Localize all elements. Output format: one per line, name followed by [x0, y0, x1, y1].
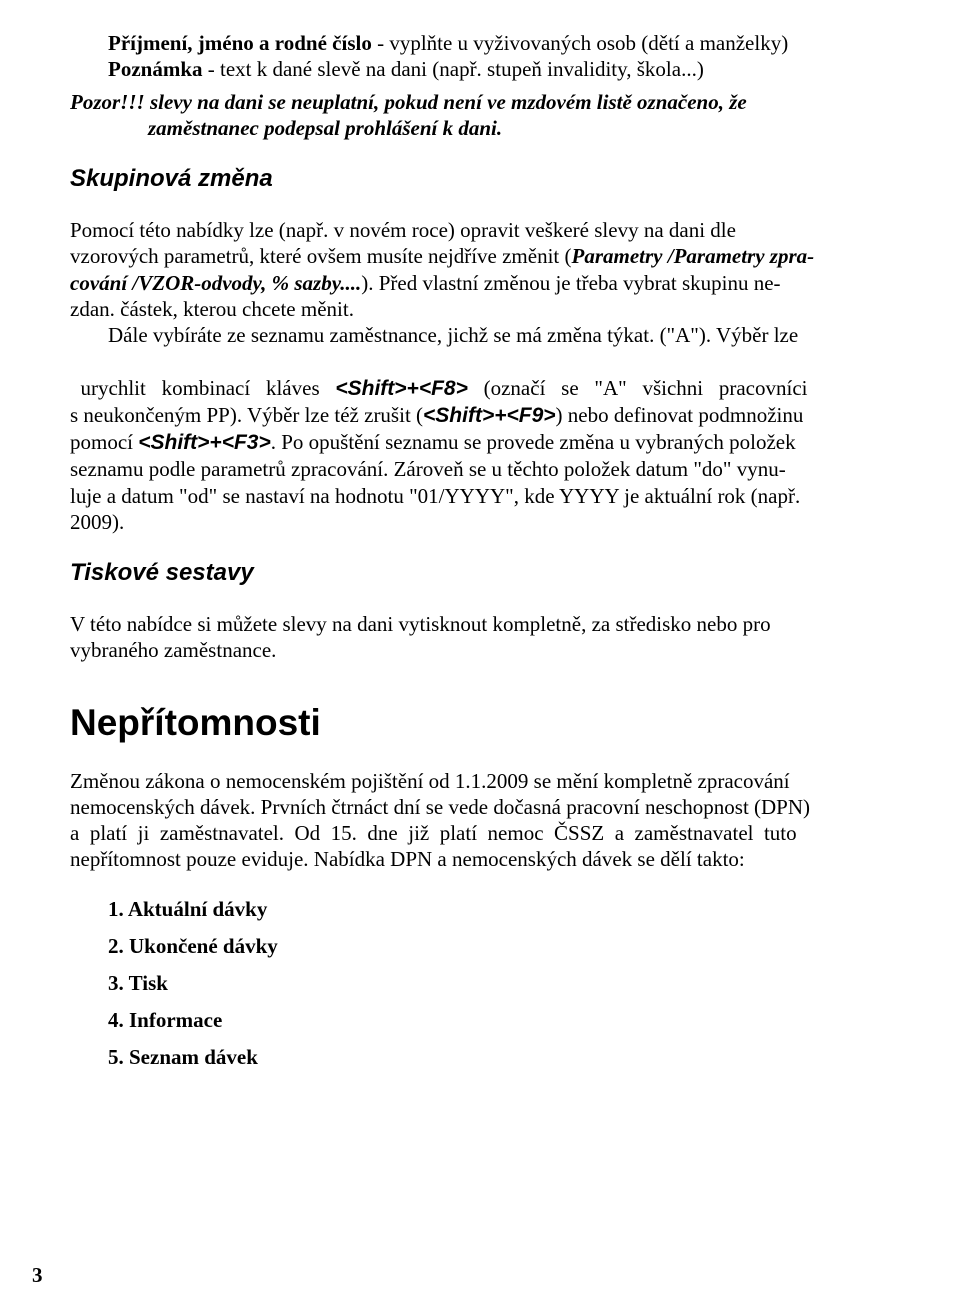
- text: vzorových parametrů, které ovšem musíte …: [70, 244, 572, 268]
- para-skup-l1: Pomocí této nabídky lze (např. v novém r…: [70, 217, 890, 243]
- list-item-5: 5. Seznam dávek: [108, 1045, 890, 1070]
- para-nepr-l1: Změnou zákona o nemocenském pojištění od…: [70, 768, 890, 794]
- para-tisk-l1: V této nabídce si můžete slevy na dani v…: [70, 611, 890, 637]
- para-skup-l7: s neukončeným PP). Výběr lze též zrušit …: [70, 402, 890, 429]
- text: (označí se "A" všichni pracovníci: [468, 376, 808, 400]
- list-item-3: 3. Tisk: [108, 971, 890, 996]
- list-item-2: 2. Ukončené dávky: [108, 934, 890, 959]
- para-skup-l6: urychlit kombinací kláves <Shift>+<F8> (…: [70, 348, 890, 402]
- para-skup-l9: seznamu podle parametrů zpracování. Záro…: [70, 456, 890, 482]
- text: ). Před vlastní změnou je třeba vybrat s…: [361, 271, 780, 295]
- field-text: - vyplňte u vyživovaných osob (dětí a ma…: [372, 31, 788, 55]
- heading-skupinova-zmena: Skupinová změna: [70, 165, 890, 193]
- para-skup-l8: pomocí <Shift>+<F3>. Po opuštění seznamu…: [70, 429, 890, 456]
- kbd-shift-f8: <Shift>+<F8>: [335, 377, 467, 400]
- param-ref: Parametry /Parametry zpra-: [572, 244, 815, 268]
- para-skup-l3: cování /VZOR-odvody, % sazby....). Před …: [70, 270, 890, 296]
- para-skup-l2: vzorových parametrů, které ovšem musíte …: [70, 243, 890, 269]
- text: s neukončeným PP). Výběr lze též zrušit …: [70, 403, 423, 427]
- field-label: Poznámka: [108, 57, 203, 81]
- text: ) nebo definovat podmnožinu: [556, 403, 804, 427]
- para-nepr-l4: nepřítomnost pouze eviduje. Nabídka DPN …: [70, 846, 890, 872]
- warning-line-1: Pozor!!! slevy na dani se neuplatní, pok…: [70, 89, 890, 115]
- field-text: - text k dané slevě na dani (např. stupe…: [203, 57, 704, 81]
- warning-text: slevy na dani se neuplatní, pokud není v…: [145, 90, 747, 114]
- warning-line-2: zaměstnanec podepsal prohlášení k dani.: [70, 115, 890, 141]
- kbd-shift-f9: <Shift>+<F9>: [423, 404, 555, 427]
- warning-label: Pozor!!!: [70, 90, 145, 114]
- para-tisk-l2: vybraného zaměstnance.: [70, 637, 890, 663]
- text: pomocí: [70, 430, 138, 454]
- para-skup-l4: zdan. částek, kterou chcete měnit.: [70, 296, 890, 322]
- para-skup-l10: luje a datum "od" se nastaví na hodnotu …: [70, 483, 890, 509]
- field-label: Příjmení, jméno a rodné číslo: [108, 31, 372, 55]
- kbd-shift-f3: <Shift>+<F3>: [138, 431, 270, 454]
- field-desc-2: Poznámka - text k dané slevě na dani (na…: [70, 56, 890, 82]
- list-item-1: 1. Aktuální dávky: [108, 897, 890, 922]
- list-item-4: 4. Informace: [108, 1008, 890, 1033]
- text: . Po opuštění seznamu se provede změna u…: [271, 430, 796, 454]
- heading-tiskove-sestavy: Tiskové sestavy: [70, 559, 890, 587]
- param-ref: cování /VZOR-odvody, % sazby....: [70, 271, 361, 295]
- para-skup-l11: 2009).: [70, 509, 890, 535]
- field-desc-1: Příjmení, jméno a rodné číslo - vyplňte …: [70, 30, 890, 56]
- para-skup-l5: Dále vybíráte ze seznamu zaměstnance, ji…: [70, 322, 890, 348]
- heading-nepritomnosti: Nepřítomnosti: [70, 702, 890, 744]
- para-nepr-l2: nemocenských dávek. Prvních čtrnáct dní …: [70, 794, 890, 820]
- text: urychlit kombinací kláves: [81, 376, 336, 400]
- para-nepr-l3: a platí ji zaměstnavatel. Od 15. dne již…: [70, 820, 890, 846]
- page-number: 3: [32, 1263, 43, 1288]
